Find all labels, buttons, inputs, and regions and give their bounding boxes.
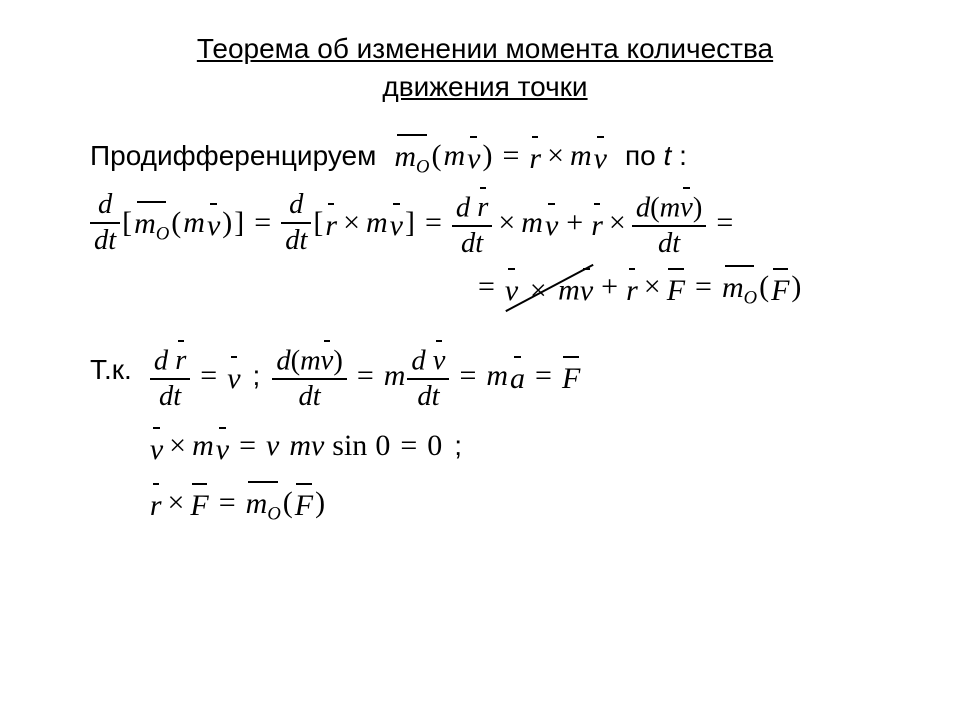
since-label: Т.к. xyxy=(90,340,132,386)
row-since: Т.к. d r dt = v ; d(mv) dt xyxy=(90,340,880,526)
eq-derivative-expansion: d dt [ mO ( mv ) ] = d dt [ r × mv ] = xyxy=(90,187,741,259)
eq-derivative-result: = v × mv + r × F = mO ( F ) xyxy=(470,265,801,310)
by-t-label: по t : xyxy=(625,140,687,172)
title-line-1: Теорема об изменении момента количества xyxy=(197,33,773,64)
eq-since-line-3: r × F = mO ( F ) xyxy=(150,481,580,526)
eq-since-line-2: v × mv = v mv sin 0 = 0 ; xyxy=(150,426,580,467)
page: Теорема об изменении момента количества … xyxy=(0,0,960,526)
row-derivative-2: = v × mv + r × F = mO ( F ) xyxy=(90,265,880,310)
row-derivative-1: d dt [ mO ( mv ) ] = d dt [ r × mv ] = xyxy=(90,187,880,259)
eq-moment-definition: mO ( mv ) = r × mv xyxy=(394,134,607,179)
title-line-2: движения точки xyxy=(382,71,587,102)
row-differentiate: Продифференцируем mO ( mv ) = r × mv по … xyxy=(90,134,880,179)
differentiate-label: Продифференцируем xyxy=(90,140,376,172)
eq-since-line-1: d r dt = v ; d(mv) dt = m d v xyxy=(150,340,580,412)
title: Теорема об изменении момента количества … xyxy=(90,30,880,106)
since-equations: d r dt = v ; d(mv) dt = m d v xyxy=(150,340,580,526)
cancelled-term: v × mv xyxy=(505,267,593,308)
